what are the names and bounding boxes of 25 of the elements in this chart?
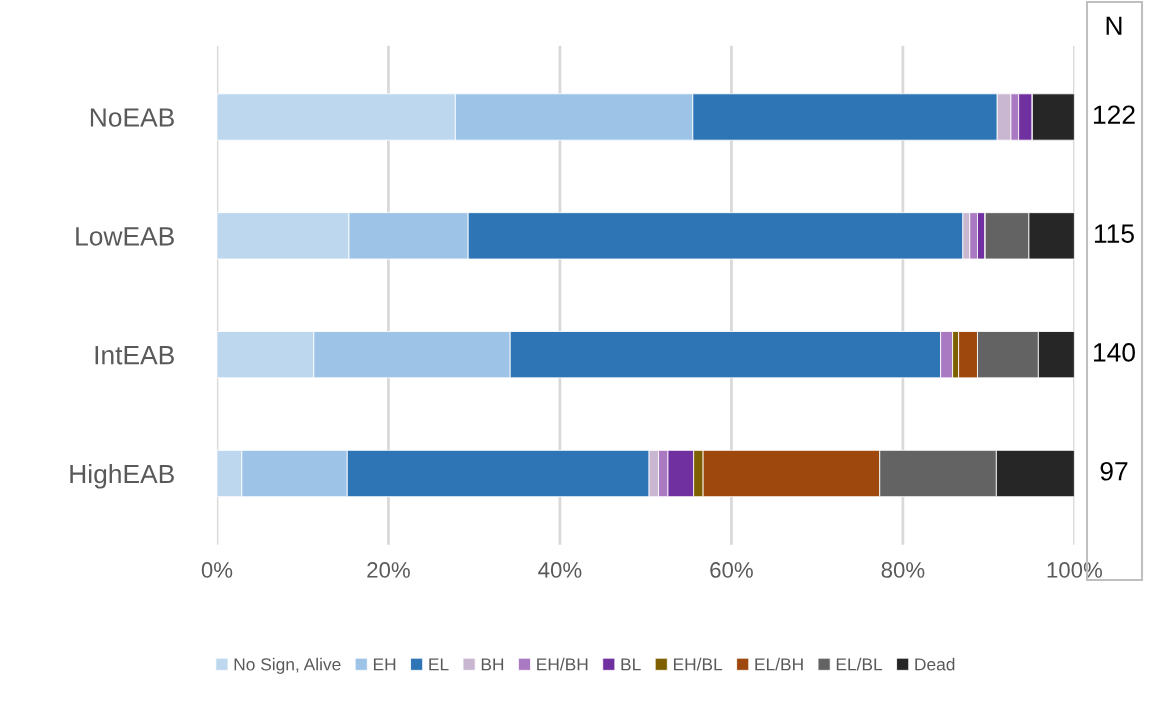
legend-label: BH (481, 658, 504, 671)
legend-label: Dead (915, 657, 955, 671)
legend-label: EH/BH (537, 657, 588, 671)
x-tick-label: 60% (710, 562, 753, 578)
x-tick-label: 0% (201, 562, 233, 578)
legend-label: EL/BL (836, 657, 883, 671)
legend-label: EH (373, 658, 396, 671)
text: N (1106, 16, 1122, 35)
legend-label: EL (429, 658, 449, 671)
text: 115 (1094, 224, 1134, 243)
y-tick-label: LowEAB (76, 227, 174, 246)
text: 97 (1100, 461, 1128, 481)
x-tick-label: 20% (367, 562, 410, 578)
y-tick-label: HighEAB (70, 463, 174, 489)
legend-label: BL (621, 658, 641, 671)
text: 140 (1094, 343, 1135, 362)
legend-label: No Sign, Alive (234, 657, 341, 674)
y-tick-label: NoEAB (90, 108, 174, 127)
x-tick-label: 40% (538, 562, 582, 578)
legend-label: EL/BH (755, 657, 803, 671)
x-tick-label: 80% (881, 562, 925, 578)
x-tick-label: 100% (1047, 562, 1102, 578)
legend-label: EH/BL (673, 657, 723, 671)
y-tick-label: IntEAB (95, 346, 174, 365)
text: 122 (1094, 105, 1135, 124)
